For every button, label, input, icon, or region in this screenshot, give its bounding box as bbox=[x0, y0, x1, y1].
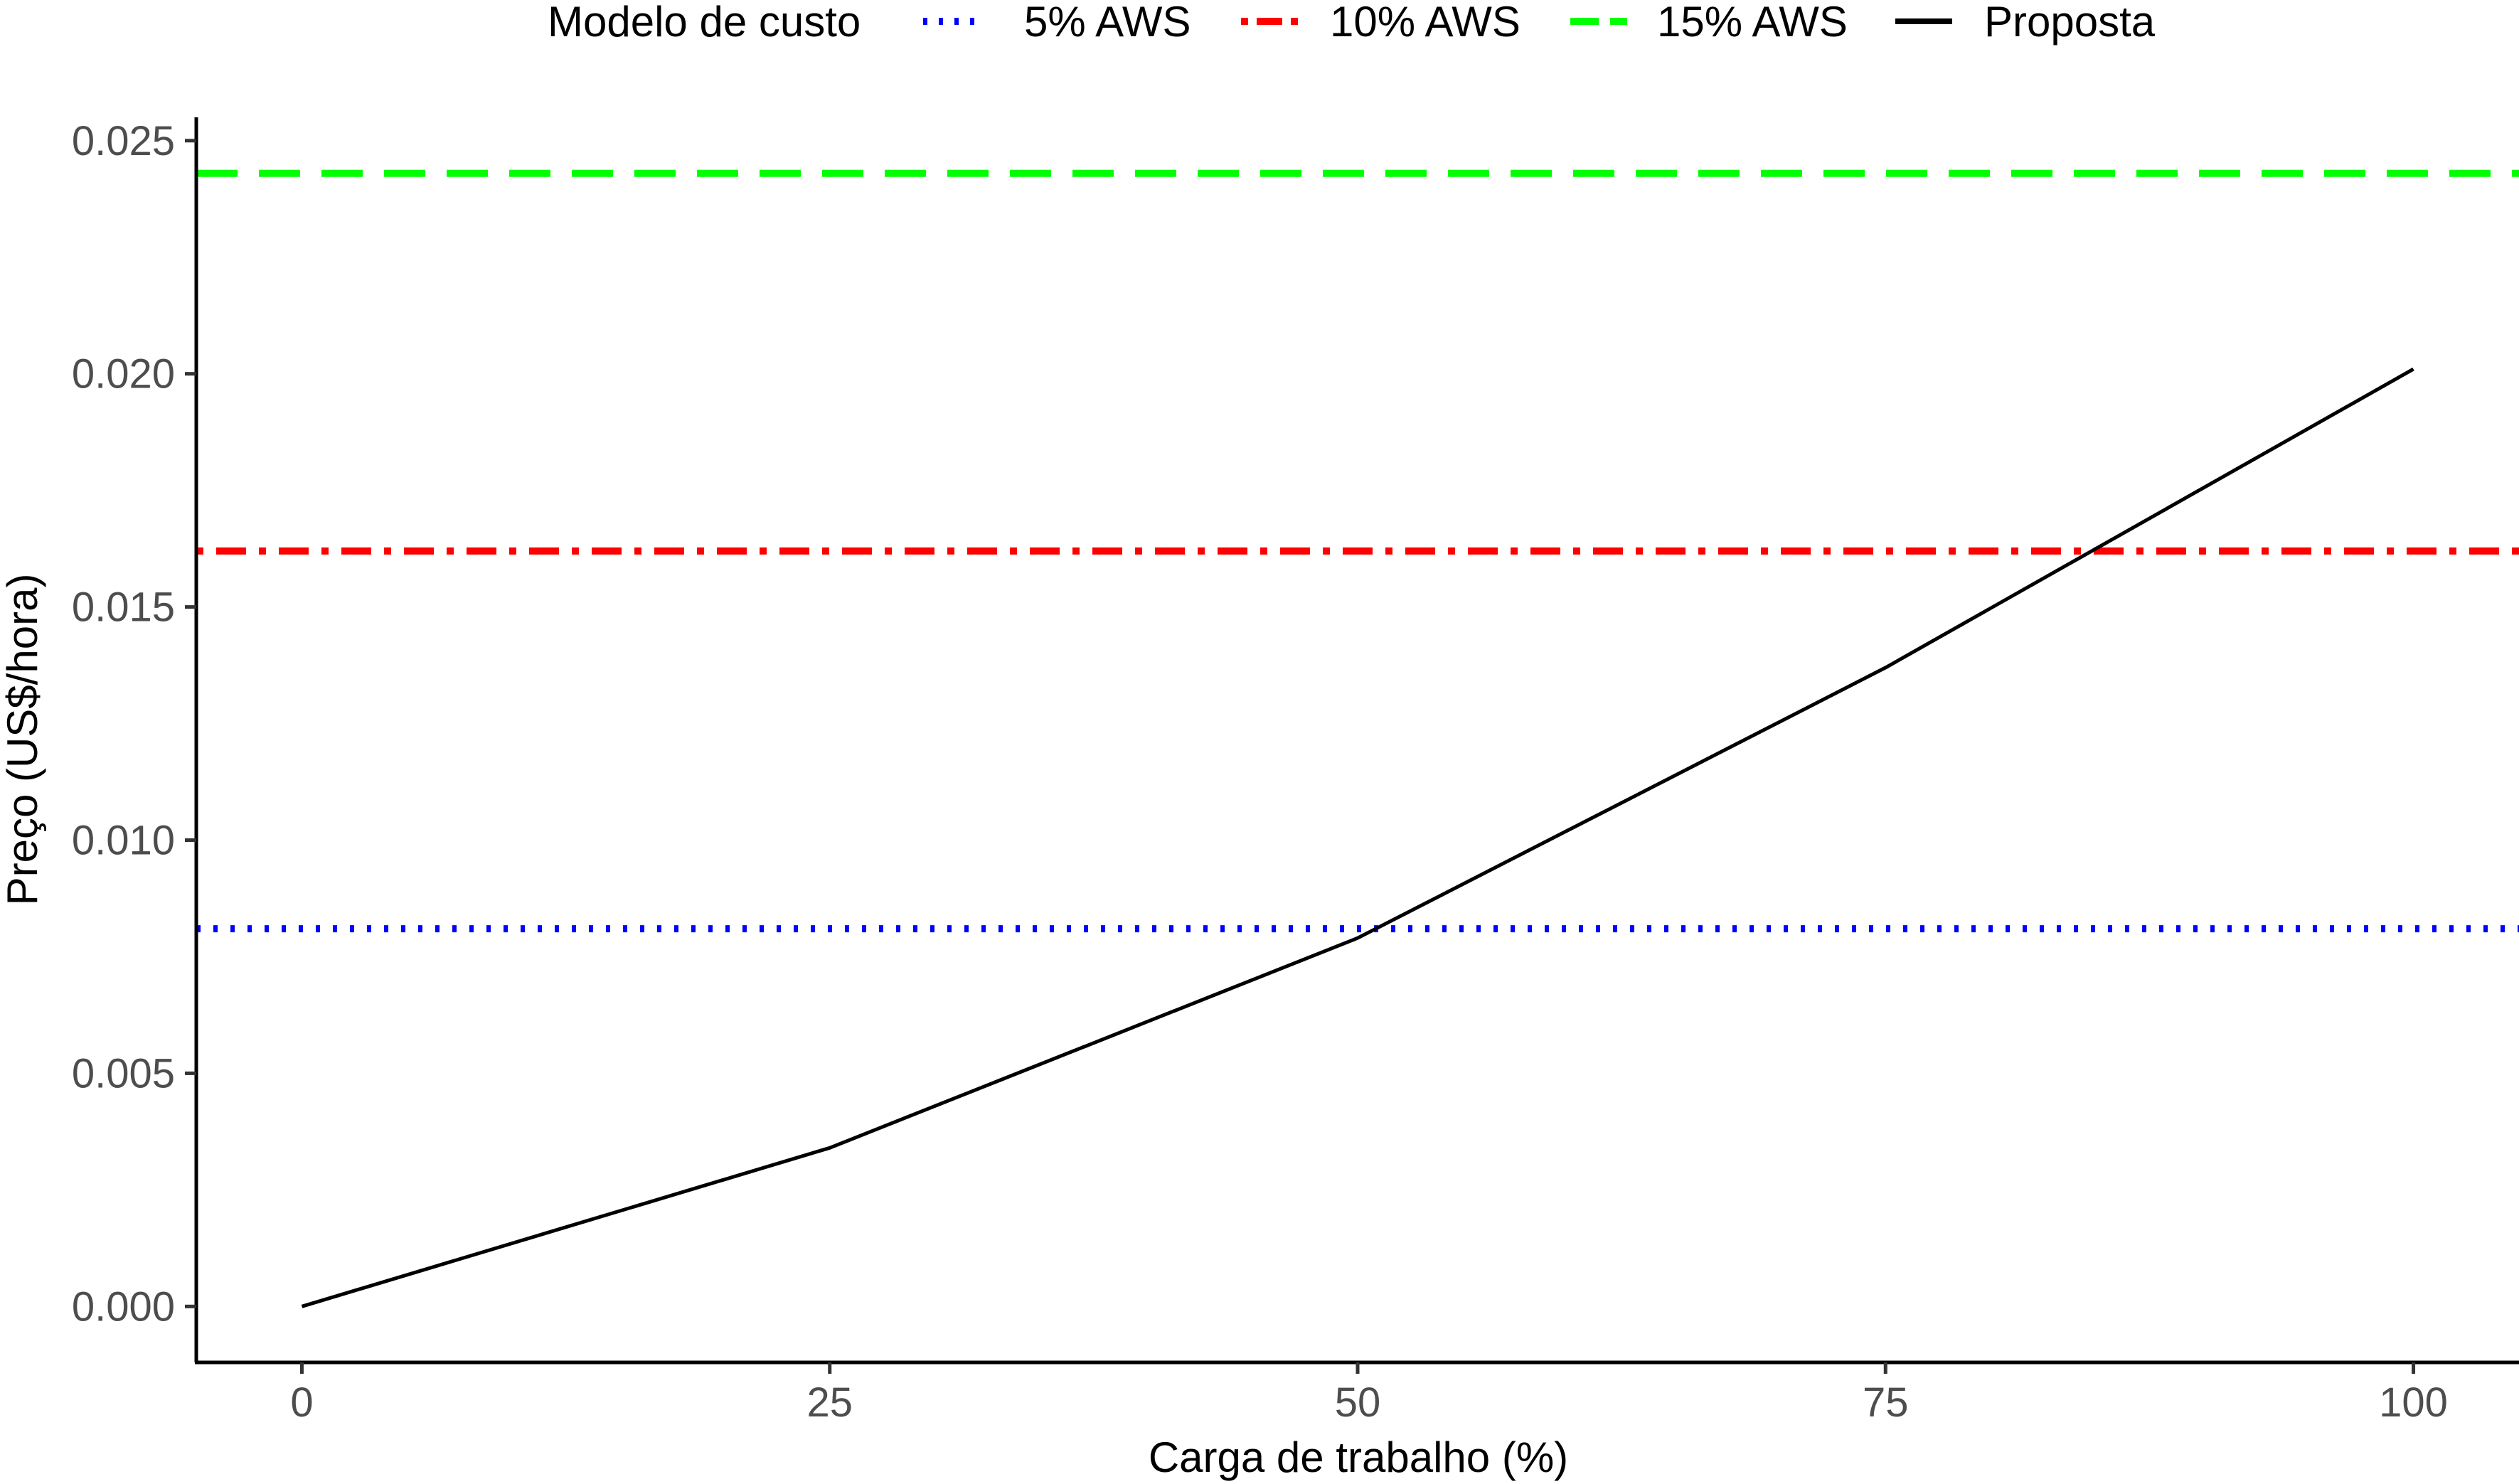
x-tick-label: 75 bbox=[1863, 1379, 1909, 1426]
legend: Modelo de custo 5% AWS 10% AWS 15% AWS Propo… bbox=[548, 0, 2156, 46]
axes: 0.000 0.005 0.010 0.015 0.020 0.025 0 25 50 75 100 bbox=[72, 117, 2519, 1426]
y-tick-label: 0.010 bbox=[72, 817, 175, 863]
y-tick-label: 0.000 bbox=[72, 1283, 175, 1330]
y-tick-label: 0.005 bbox=[72, 1050, 175, 1096]
y-tick-label: 0.020 bbox=[72, 351, 175, 397]
plot-area bbox=[196, 169, 2519, 1308]
x-tick-label: 100 bbox=[2379, 1379, 2448, 1426]
y-axis-title: Preço (US$/hora) bbox=[0, 574, 46, 906]
legend-label-5-aws: 5% AWS bbox=[1024, 0, 1191, 46]
x-tick-label: 25 bbox=[806, 1379, 853, 1426]
x-tick-label: 0 bbox=[290, 1379, 313, 1426]
legend-label-15-aws: 15% AWS bbox=[1657, 0, 1848, 46]
legend-label-10-aws: 10% AWS bbox=[1330, 0, 1521, 46]
y-tick-label: 0.025 bbox=[72, 118, 175, 164]
legend-label-proposta: Proposta bbox=[1984, 0, 2156, 46]
legend-title: Modelo de custo bbox=[548, 0, 861, 46]
x-axis-title: Carga de trabalho (%) bbox=[1149, 1434, 1568, 1481]
series-line-proposta bbox=[301, 367, 2414, 1308]
y-tick-label: 0.015 bbox=[72, 584, 175, 631]
x-tick-label: 50 bbox=[1335, 1379, 1381, 1426]
